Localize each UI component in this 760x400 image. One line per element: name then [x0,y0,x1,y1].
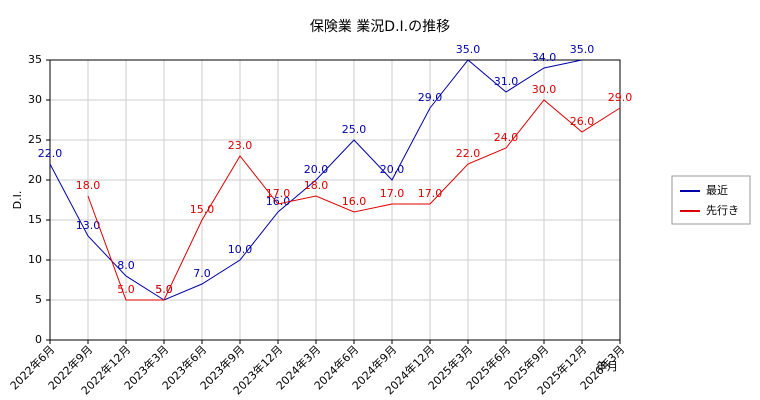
data-label: 17.0 [380,187,405,200]
legend-label: 先行き [706,204,739,217]
series-line [49,59,583,301]
data-label: 29.0 [418,91,443,104]
data-label: 18.0 [304,179,329,192]
y-tick-label: 35 [28,53,42,66]
x-axis-label: 年月 [596,359,618,373]
data-label: 10.0 [228,243,253,256]
data-label: 26.0 [570,115,595,128]
data-label: 23.0 [228,139,253,152]
data-label: 35.0 [570,43,595,56]
data-label: 22.0 [456,147,481,160]
y-tick-label: 30 [28,93,42,106]
data-label: 13.0 [76,219,101,232]
data-label: 25.0 [342,123,367,136]
data-label: 5.0 [155,283,173,296]
data-label: 35.0 [456,43,481,56]
data-label: 20.0 [380,163,405,176]
data-label: 30.0 [532,83,557,96]
data-label: 15.0 [190,203,215,216]
y-tick-label: 0 [35,333,42,346]
data-label: 20.0 [304,163,329,176]
y-tick-label: 20 [28,173,42,186]
data-label: 5.0 [155,283,173,296]
data-label: 16.0 [342,195,367,208]
chart-title: 保険業 業況D.I.の推移 [310,19,450,35]
data-label: 31.0 [494,75,519,88]
y-axis-label: D.I. [11,191,24,210]
legend-box [671,175,751,225]
series-line [87,99,621,301]
plot-frame [49,59,621,341]
data-label: 22.0 [38,147,63,160]
y-tick-label: 10 [28,253,42,266]
data-label: 16.0 [266,195,291,208]
data-label: 34.0 [532,51,557,64]
y-tick-label: 5 [35,293,42,306]
data-label: 24.0 [494,131,519,144]
legend-label: 最近 [706,184,728,197]
data-label: 7.0 [193,267,211,280]
data-label: 18.0 [76,179,101,192]
data-label: 17.0 [418,187,443,200]
y-tick-label: 25 [28,133,42,146]
y-tick-label: 15 [28,213,42,226]
data-label: 17.0 [266,187,291,200]
data-label: 5.0 [117,283,135,296]
data-label: 29.0 [608,91,633,104]
data-label: 8.0 [117,259,135,272]
